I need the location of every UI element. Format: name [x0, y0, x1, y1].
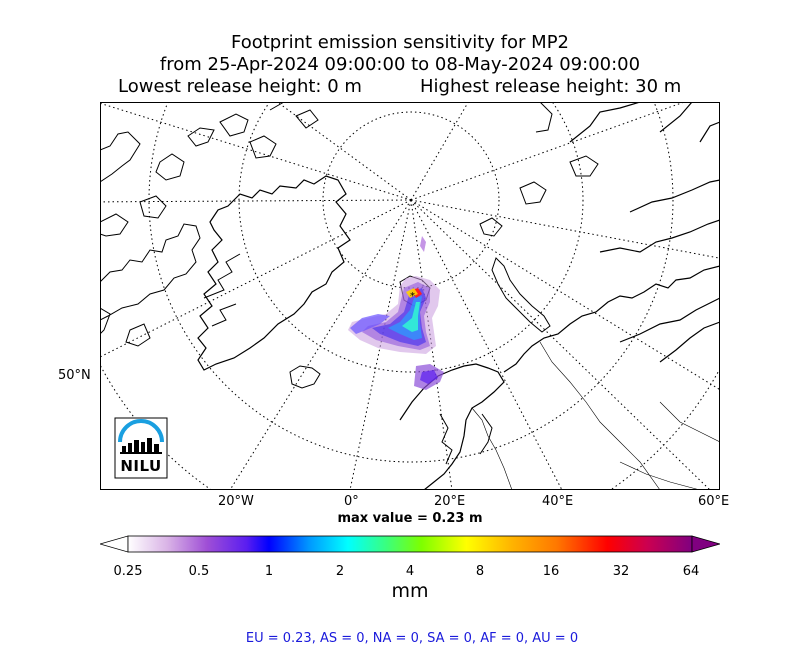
country-borders	[471, 341, 720, 490]
iceland	[289, 365, 321, 389]
map-panel: *	[100, 102, 720, 490]
region-summary: EU = 0.23, AS = 0, NA = 0, SA = 0, AF = …	[245, 631, 579, 646]
cbar-tick-1: 0.5	[188, 564, 210, 579]
russian-arctic-islands	[479, 155, 599, 333]
lat-label: 50°N	[58, 368, 91, 383]
latitude-circles	[100, 102, 720, 490]
cbar-tick-8: 64	[682, 564, 700, 579]
cbar-tick-5: 8	[475, 564, 485, 579]
colorbar-low-arrow	[100, 535, 129, 553]
colorbar	[100, 535, 720, 553]
lowest-release-height: Lowest release height: 0 m	[118, 76, 362, 97]
release-site-marker: *	[410, 291, 415, 302]
russian-coast	[503, 265, 720, 373]
time-range: from 25-Apr-2024 09:00:00 to 08-May-2024…	[159, 54, 641, 75]
colorbar-gradient	[127, 535, 693, 553]
lon-label-20w: 20°W	[218, 494, 254, 509]
colorbar-high-arrow	[691, 535, 720, 553]
lon-label-40e: 40°E	[542, 494, 574, 509]
cbar-tick-0: 0.25	[113, 564, 143, 579]
meridians	[100, 102, 720, 490]
canadian-arctic	[100, 102, 319, 347]
nilu-logo-text: NILU	[120, 457, 162, 475]
lon-label-60e: 60°E	[698, 494, 730, 509]
footprint-plume: *	[348, 236, 444, 390]
north-pole-marker	[410, 199, 412, 201]
cbar-tick-6: 16	[542, 564, 560, 579]
colorbar-unit: mm	[391, 580, 429, 602]
nilu-logo	[114, 417, 168, 479]
cbar-tick-7: 32	[612, 564, 630, 579]
max-value: max value = 0.23 m	[337, 511, 483, 526]
cbar-tick-3: 2	[335, 564, 345, 579]
highest-release-height: Highest release height: 30 m	[420, 76, 682, 97]
greenland	[197, 175, 351, 371]
map-title: Footprint emission sensitivity for MP2	[230, 32, 569, 53]
map-frame	[100, 102, 720, 490]
cbar-tick-4: 4	[405, 564, 415, 579]
lon-label-0: 0°	[344, 494, 359, 509]
lon-label-20e: 20°E	[434, 494, 466, 509]
cbar-tick-2: 1	[264, 564, 274, 579]
